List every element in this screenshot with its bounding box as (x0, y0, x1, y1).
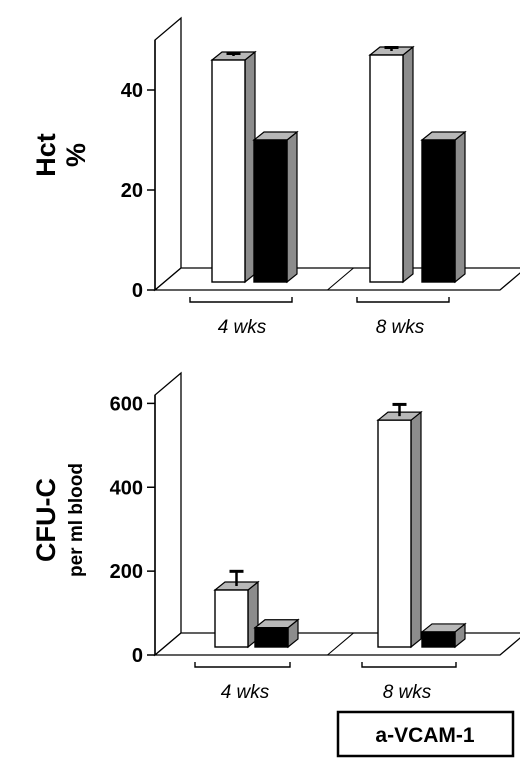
y-tick-label: 400 (110, 477, 143, 499)
category-bracket (194, 662, 291, 668)
y-tick-label: 20 (121, 180, 143, 202)
chart-cfuc: CFU-C per ml blood 0 200 400 600 4 wks 8 wks (31, 371, 520, 703)
x-category-label: 8 wks (376, 317, 425, 338)
y-tick-label: 0 (132, 645, 143, 667)
category-bracket (189, 297, 293, 303)
bar-side (454, 130, 466, 284)
bar-side (410, 410, 422, 649)
legend: a-VCAM-1 (336, 710, 515, 758)
bar-side (286, 130, 298, 284)
y-title-sub: per ml blood (66, 463, 87, 577)
y-tick-label: 200 (110, 561, 143, 583)
x-category-label: 4 wks (218, 317, 267, 338)
bar (211, 59, 246, 283)
plot-area: 0 20 40 4 wks 8 wks (121, 16, 520, 338)
category-bracket (361, 662, 457, 668)
legend-label: a-VCAM-1 (375, 724, 474, 747)
y-title-main: CFU-C (31, 478, 61, 562)
back-wall (154, 16, 182, 292)
y-title-sub: % (61, 143, 91, 167)
x-category-label: 8 wks (383, 682, 432, 703)
back-wall (154, 371, 182, 657)
legend-box (336, 710, 515, 758)
y-tick-label: 600 (110, 393, 143, 415)
bar-side (402, 45, 414, 284)
chart-hct: Hct % 0 20 40 4 wks 8 wks (31, 16, 520, 338)
floor-divider (327, 632, 354, 656)
y-tick-label: 0 (132, 280, 143, 302)
bar (377, 419, 412, 648)
y-tick-label: 40 (121, 80, 143, 102)
y-title-main: Hct (31, 133, 61, 177)
floor-divider (327, 267, 354, 291)
bar (369, 54, 404, 283)
bar (214, 589, 249, 648)
bar (253, 139, 288, 283)
bar (421, 631, 456, 648)
bar (421, 139, 456, 283)
bar (254, 627, 289, 648)
plot-area: 0 200 400 600 4 wks 8 wks (110, 371, 520, 703)
category-bracket (356, 297, 450, 303)
x-category-label: 4 wks (221, 682, 270, 703)
